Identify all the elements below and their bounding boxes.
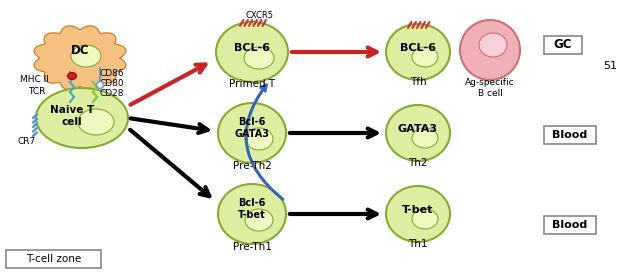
Ellipse shape <box>36 88 128 148</box>
Text: Bcl-6
T-bet: Bcl-6 T-bet <box>238 198 266 220</box>
Text: MHC II: MHC II <box>20 76 49 84</box>
Text: Th2: Th2 <box>408 158 428 168</box>
Text: CXCR5: CXCR5 <box>246 12 274 20</box>
Ellipse shape <box>412 47 438 67</box>
Ellipse shape <box>386 24 450 80</box>
Text: Blood: Blood <box>552 220 588 230</box>
Text: Blood: Blood <box>552 130 588 140</box>
Text: DC: DC <box>71 44 89 57</box>
Ellipse shape <box>386 105 450 161</box>
Text: GATA3: GATA3 <box>398 124 438 134</box>
Text: TCR: TCR <box>28 87 46 97</box>
Text: Ag-specific
B cell: Ag-specific B cell <box>465 78 515 98</box>
Polygon shape <box>34 26 126 90</box>
Ellipse shape <box>78 109 114 135</box>
Text: Primed T: Primed T <box>229 79 275 89</box>
Ellipse shape <box>216 22 288 82</box>
Text: Bcl-6
GATA3: Bcl-6 GATA3 <box>234 117 269 139</box>
Text: T-cell zone: T-cell zone <box>26 254 81 264</box>
Text: Pre-Th2: Pre-Th2 <box>233 161 271 171</box>
Ellipse shape <box>386 186 450 242</box>
Text: GC: GC <box>554 38 572 52</box>
Ellipse shape <box>412 128 438 148</box>
Text: BCL-6: BCL-6 <box>234 43 270 53</box>
Ellipse shape <box>245 128 273 150</box>
Text: BCL-6: BCL-6 <box>400 43 436 53</box>
Ellipse shape <box>245 209 273 231</box>
Ellipse shape <box>460 20 520 80</box>
Text: CD28: CD28 <box>100 89 125 99</box>
Circle shape <box>97 81 104 89</box>
Ellipse shape <box>412 209 438 229</box>
FancyBboxPatch shape <box>6 250 101 268</box>
Ellipse shape <box>71 45 101 67</box>
Ellipse shape <box>218 103 286 163</box>
Text: Pre-Th1: Pre-Th1 <box>233 242 271 252</box>
Ellipse shape <box>244 47 274 69</box>
Text: CD86: CD86 <box>100 70 125 78</box>
Ellipse shape <box>479 33 507 57</box>
FancyBboxPatch shape <box>544 36 582 54</box>
Text: CD80: CD80 <box>100 78 125 87</box>
Text: CR7: CR7 <box>18 137 36 147</box>
FancyBboxPatch shape <box>544 126 596 144</box>
Text: 51: 51 <box>603 61 617 71</box>
Text: Tfh: Tfh <box>410 77 427 87</box>
Ellipse shape <box>218 184 286 244</box>
Text: Naive T
cell: Naive T cell <box>50 105 94 127</box>
Ellipse shape <box>68 73 76 79</box>
Text: T-bet: T-bet <box>403 205 434 215</box>
Text: Th1: Th1 <box>408 239 428 249</box>
FancyBboxPatch shape <box>544 216 596 234</box>
